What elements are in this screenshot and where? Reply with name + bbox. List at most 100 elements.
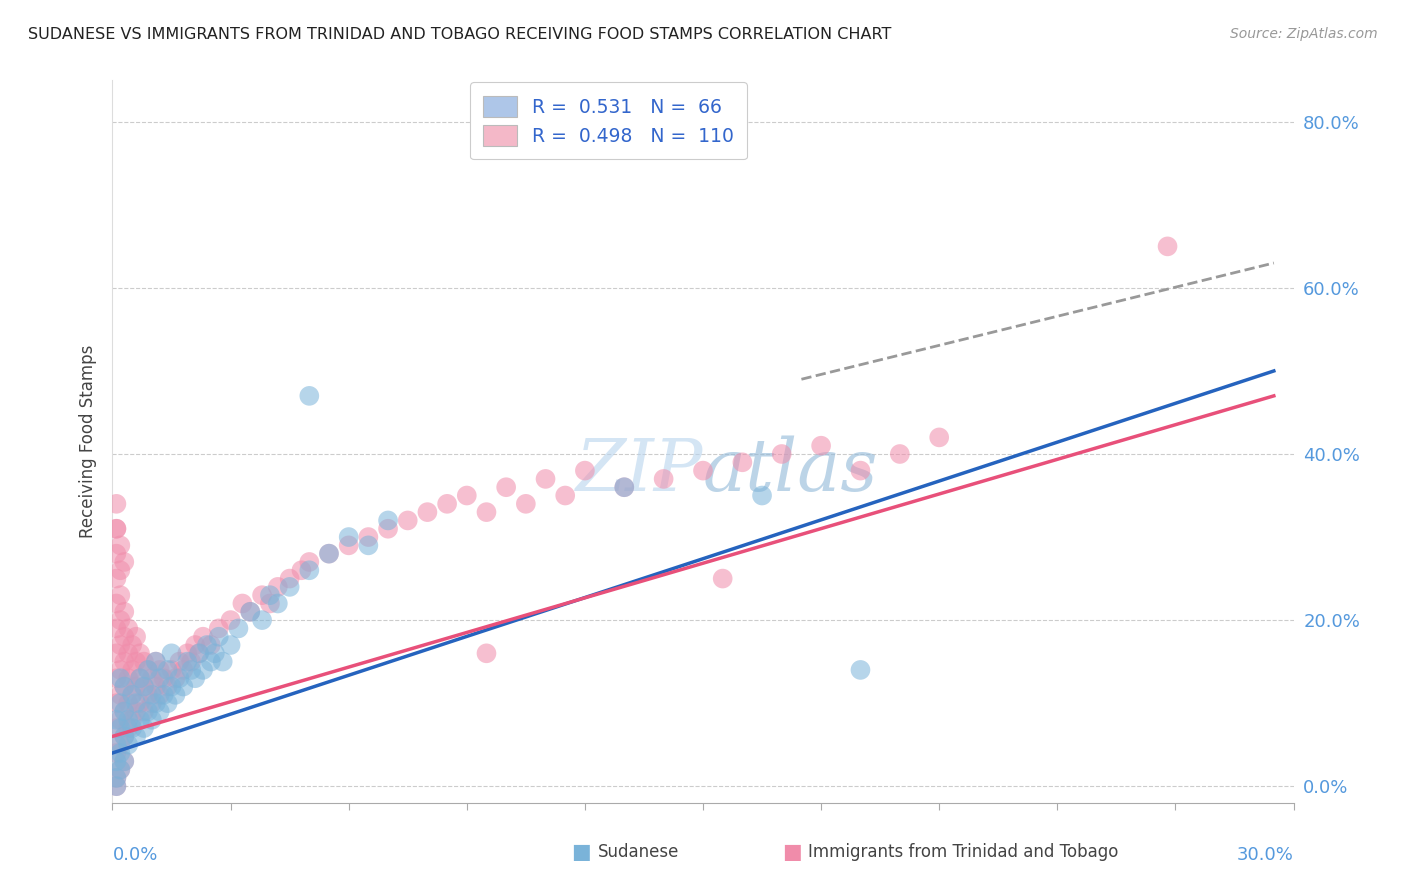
Point (267, 597, 290, 611)
Point (132, 655, 155, 669)
Point (129, 713, 152, 727)
Point (117, 696, 139, 710)
Point (165, 671, 187, 685)
Point (188, 646, 211, 660)
Point (105, 497, 128, 511)
Point (112, 630, 135, 644)
Point (751, 489, 773, 503)
Point (267, 580, 290, 594)
Point (105, 771, 128, 785)
Point (129, 646, 152, 660)
Point (141, 688, 163, 702)
Point (117, 738, 139, 752)
Point (112, 555, 135, 569)
Point (219, 613, 242, 627)
Point (112, 680, 135, 694)
Text: ■: ■ (571, 842, 591, 862)
Point (117, 621, 139, 635)
Point (149, 663, 172, 677)
Point (156, 663, 179, 677)
Point (357, 530, 380, 544)
Point (200, 638, 222, 652)
Point (110, 763, 132, 777)
Point (145, 655, 167, 669)
Point (250, 613, 273, 627)
Point (298, 389, 321, 403)
Point (613, 480, 636, 494)
Point (377, 522, 399, 536)
Point (613, 480, 636, 494)
Point (132, 721, 155, 735)
Point (110, 538, 132, 552)
Point (770, 447, 793, 461)
Point (132, 705, 155, 719)
Point (228, 621, 250, 635)
Point (125, 630, 148, 644)
Point (110, 588, 132, 602)
Point (259, 588, 281, 602)
Text: Immigrants from Trinidad and Tobago: Immigrants from Trinidad and Tobago (808, 843, 1119, 861)
Point (110, 746, 132, 760)
Point (132, 680, 155, 694)
Point (125, 705, 148, 719)
Point (125, 730, 148, 744)
Point (129, 696, 152, 710)
Point (928, 430, 950, 444)
Point (211, 655, 233, 669)
Point (731, 455, 754, 469)
Point (156, 680, 179, 694)
Point (204, 646, 226, 660)
Point (125, 655, 148, 669)
Point (889, 447, 911, 461)
Point (152, 671, 174, 685)
Point (129, 671, 152, 685)
Point (208, 621, 231, 635)
Point (136, 663, 159, 677)
Point (105, 572, 128, 586)
Point (117, 671, 139, 685)
Point (396, 513, 419, 527)
Point (121, 688, 143, 702)
Point (105, 646, 128, 660)
Point (110, 738, 132, 752)
Point (105, 738, 128, 752)
Point (278, 572, 301, 586)
Point (337, 538, 360, 552)
Point (117, 646, 139, 660)
Point (105, 522, 128, 536)
Point (515, 497, 537, 511)
Point (145, 655, 167, 669)
Point (318, 547, 340, 561)
Point (105, 547, 128, 561)
Point (110, 638, 132, 652)
Text: Sudanese: Sudanese (598, 843, 679, 861)
Point (416, 505, 439, 519)
Point (180, 663, 202, 677)
Legend: R =  0.531   N =  66, R =  0.498   N =  110: R = 0.531 N = 66, R = 0.498 N = 110 (470, 82, 747, 160)
Point (105, 721, 128, 735)
Point (121, 721, 143, 735)
Point (105, 754, 128, 768)
Point (117, 713, 139, 727)
Point (259, 597, 281, 611)
Point (105, 746, 128, 760)
Point (231, 597, 253, 611)
Point (208, 630, 231, 644)
Point (112, 705, 135, 719)
Point (110, 713, 132, 727)
Point (169, 655, 191, 669)
Point (132, 680, 155, 694)
Point (112, 754, 135, 768)
Point (112, 754, 135, 768)
Point (112, 680, 135, 694)
Point (278, 580, 301, 594)
Point (112, 730, 135, 744)
Point (692, 464, 714, 478)
Point (160, 680, 183, 694)
Point (121, 638, 143, 652)
Point (160, 646, 183, 660)
Point (105, 713, 128, 727)
Point (112, 655, 135, 669)
Point (110, 563, 132, 577)
Point (121, 688, 143, 702)
